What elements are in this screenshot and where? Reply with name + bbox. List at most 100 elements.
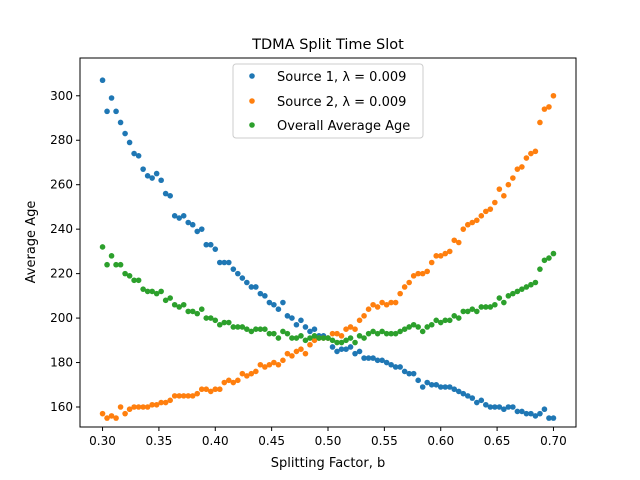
data-point [307, 328, 313, 335]
data-point [496, 295, 503, 301]
data-point [514, 166, 521, 172]
data-point [198, 226, 205, 232]
data-point [492, 404, 498, 410]
data-point [158, 399, 164, 406]
data-point [140, 286, 146, 292]
data-point [537, 266, 543, 272]
x-axis-ticks: 0.30 0.35 0.40 0.45 0.50 0.55 0.60 0.65 0.70 [89, 427, 567, 448]
data-point [221, 259, 228, 266]
data-point [532, 148, 539, 155]
chart-title: TDMA Split Time Slot [251, 37, 404, 53]
data-point [135, 404, 142, 410]
data-point [546, 104, 552, 110]
data-point [189, 308, 196, 315]
data-point [541, 106, 548, 112]
data-point [451, 386, 458, 393]
y-tick-label: 280 [50, 133, 73, 147]
data-point [298, 333, 304, 339]
data-point [374, 357, 381, 364]
data-point [415, 377, 421, 384]
data-point [271, 359, 277, 366]
data-point [528, 410, 534, 417]
data-point [352, 326, 358, 332]
data-point [361, 335, 367, 341]
data-point [99, 77, 106, 84]
data-point [311, 326, 318, 332]
data-point [397, 328, 403, 335]
data-point [280, 357, 286, 364]
data-point [149, 401, 155, 408]
data-point [189, 221, 196, 228]
data-point [248, 328, 255, 335]
data-point [406, 279, 412, 286]
data-point [216, 386, 223, 393]
data-point [244, 326, 250, 332]
data-point [528, 281, 534, 288]
data-point [460, 226, 467, 232]
data-point [487, 404, 494, 410]
x-tick-label: 0.70 [540, 434, 567, 448]
data-point [275, 335, 282, 341]
data-point [122, 130, 128, 137]
data-point [212, 246, 219, 252]
data-point [293, 348, 300, 355]
data-point [226, 259, 232, 266]
x-tick-label: 0.40 [202, 434, 229, 448]
data-point [410, 370, 417, 377]
data-point [343, 346, 349, 353]
data-point [537, 119, 543, 126]
data-point [338, 339, 345, 346]
data-point [171, 393, 178, 399]
data-point [334, 330, 340, 337]
data-point [505, 181, 512, 188]
data-point [307, 341, 313, 348]
data-point [474, 308, 480, 315]
x-tick-label: 0.55 [371, 434, 398, 448]
data-point [158, 288, 164, 295]
y-axis-label: Average Age [24, 201, 39, 284]
data-point [501, 406, 507, 413]
data-point [483, 401, 489, 408]
data-point [446, 317, 453, 324]
data-point [501, 299, 507, 306]
data-point [126, 273, 133, 279]
data-point [144, 288, 151, 295]
plot-area: 0.30 0.35 0.40 0.45 0.50 0.55 0.60 0.65 0.70 160… [50, 57, 577, 448]
data-point [514, 408, 521, 415]
y-tick-label: 260 [50, 178, 73, 192]
data-point [248, 370, 255, 377]
data-point [194, 310, 201, 317]
data-point [392, 330, 399, 337]
data-point [185, 393, 192, 399]
data-point [271, 330, 277, 337]
legend-frame [232, 63, 424, 139]
data-point [99, 410, 106, 417]
data-point [212, 386, 219, 393]
data-point [496, 404, 503, 410]
data-point [108, 95, 115, 101]
data-point [212, 317, 219, 324]
data-point [537, 410, 543, 417]
legend-label-source-1: Source 1, λ = 0.009 [277, 70, 406, 85]
data-point [424, 379, 431, 386]
data-point [135, 277, 142, 284]
data-point [207, 388, 214, 395]
data-point [370, 301, 376, 308]
data-point [379, 299, 385, 306]
data-point [442, 317, 449, 324]
data-point [356, 333, 363, 339]
data-point [325, 335, 331, 341]
data-point [428, 321, 435, 328]
data-point [347, 324, 354, 330]
data-point [460, 390, 467, 397]
data-point [388, 361, 394, 368]
series-3 [99, 244, 557, 346]
data-point [347, 335, 354, 341]
data-point [483, 304, 489, 310]
data-point [149, 175, 155, 181]
data-point [253, 368, 259, 375]
data-point [505, 293, 512, 299]
data-point [469, 219, 476, 226]
data-point [298, 317, 304, 324]
data-point [546, 415, 552, 421]
